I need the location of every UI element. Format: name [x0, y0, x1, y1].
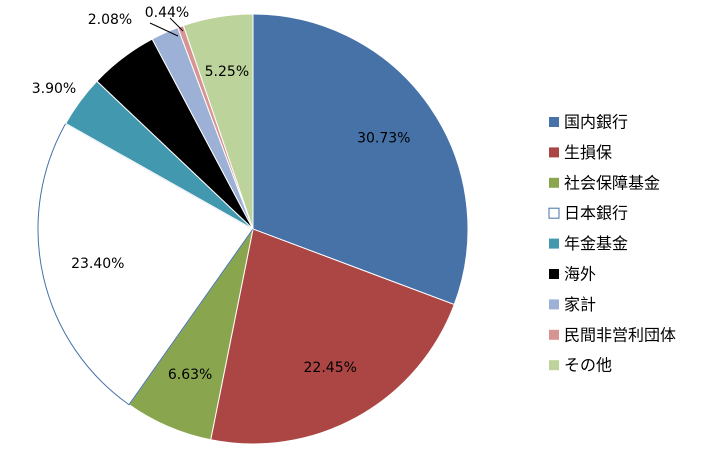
data-label-3: 6.63%: [168, 367, 212, 383]
legend-swatch-2: [549, 147, 559, 158]
data-label-2: 22.45%: [304, 360, 357, 376]
data-label-9: 5.25%: [205, 64, 249, 80]
leader-line-8: [169, 17, 184, 32]
legend-swatch-1: [549, 117, 559, 127]
leader-line-7: [149, 22, 179, 37]
data-label-7: 2.08%: [88, 12, 132, 28]
legend-label-9: その他: [564, 356, 612, 375]
data-label-5: 3.90%: [32, 81, 76, 97]
legend-item-5: 年金基金: [549, 234, 628, 253]
legend-item-2: 生損保: [549, 143, 612, 162]
pie-slice-1: [252, 13, 469, 306]
legend-item-3: 社会保障基金: [549, 173, 660, 192]
legend-item-6: 海外: [549, 265, 596, 284]
legend-item-7: 家計: [549, 295, 596, 314]
legend-label-5: 年金基金: [564, 234, 628, 253]
pie-slices: [37, 13, 469, 445]
data-label-4: 23.40%: [71, 256, 124, 272]
legend-swatch-5: [549, 238, 559, 249]
legend-item-9: その他: [549, 356, 612, 375]
pie-slice-4: [37, 122, 254, 406]
legend-swatch-6: [549, 269, 559, 279]
legend-label-4: 日本銀行: [564, 204, 628, 223]
pie-slice-9: [182, 13, 254, 230]
pie-data-labels: 30.73% 22.45% 6.63% 23.40% 3.90% 2.08% 0.44% 5.…: [32, 5, 411, 383]
legend-swatch-9: [549, 360, 559, 371]
data-label-1: 30.73%: [357, 130, 410, 146]
legend-label-2: 生損保: [564, 143, 612, 162]
legend-item-1: 国内銀行: [549, 113, 628, 132]
pie-slice-2: [210, 228, 455, 445]
legend-item-4: 日本銀行: [548, 204, 628, 223]
legend-label-1: 国内銀行: [564, 113, 628, 132]
legend-swatch-3: [549, 177, 559, 188]
legend-swatch-8: [549, 329, 559, 340]
legend-label-8: 民間非営利団体: [564, 325, 676, 344]
data-label-8: 0.44%: [145, 5, 189, 21]
legend-label-3: 社会保障基金: [564, 173, 660, 192]
legend-label-6: 海外: [564, 265, 596, 284]
legend-swatch-4: [548, 207, 560, 219]
legend-item-8: 民間非営利団体: [549, 325, 676, 344]
legend-label-7: 家計: [564, 295, 596, 314]
legend-swatch-7: [549, 299, 559, 310]
